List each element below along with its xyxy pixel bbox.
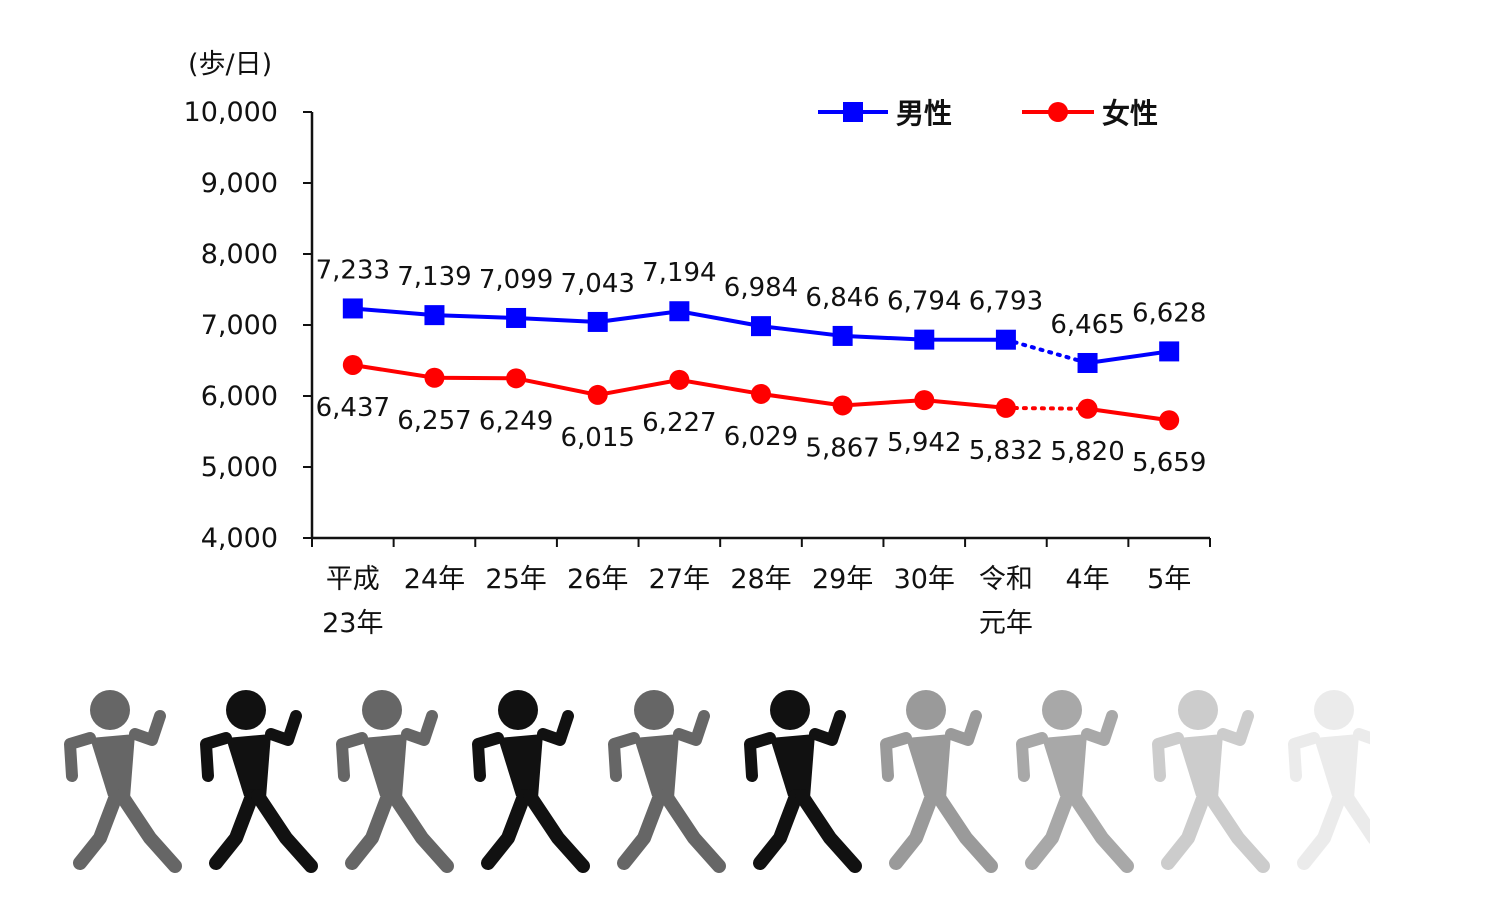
data-label: 6,794: [887, 287, 961, 317]
walking-person-icon: [200, 690, 318, 873]
series-area: 7,233 7,139 7,099 7,043 7,194 6,984 6,846 6,794…: [316, 255, 1207, 478]
y-tick-label: 9,000: [201, 168, 278, 199]
data-label: 5,820: [1050, 437, 1124, 467]
x-tick-label: 4年: [1065, 564, 1109, 595]
y-axis: 4,000 5,000 6,000 7,000 8,000 9,000 10,000: [184, 97, 314, 554]
x-tick-label: 30年: [894, 564, 955, 595]
x-tick-label: 令和: [979, 564, 1033, 595]
data-label: 7,139: [397, 262, 471, 292]
series-line: [1087, 406, 1170, 423]
walking-person-icon: [1288, 690, 1370, 870]
data-point-marker: [506, 368, 527, 389]
legend: 男性 女性: [818, 97, 1158, 130]
data-point-marker: [506, 307, 527, 328]
y-tick-label: 5,000: [201, 452, 278, 483]
x-tick-label: 24年: [404, 564, 465, 595]
data-point-marker: [832, 325, 853, 346]
y-tick-label: 6,000: [201, 381, 278, 412]
legend-label: 男性: [896, 97, 952, 130]
data-label: 6,257: [397, 406, 471, 436]
data-point-marker: [1159, 341, 1180, 362]
data-label: 6,465: [1050, 310, 1124, 340]
data-point-marker: [342, 354, 363, 375]
data-point-marker: [342, 298, 363, 319]
data-point-marker: [669, 369, 690, 390]
data-point-marker: [995, 397, 1016, 418]
data-label: 5,832: [969, 436, 1043, 466]
data-point-marker: [914, 329, 935, 350]
x-tick-label: 27年: [649, 564, 710, 595]
y-tick-label: 4,000: [201, 523, 278, 554]
y-tick-label: 10,000: [184, 97, 278, 128]
data-label: 7,043: [561, 269, 635, 299]
data-label: 5,659: [1132, 448, 1206, 478]
data-label: 6,029: [724, 422, 798, 452]
data-point-marker: [1077, 352, 1098, 373]
data-point-marker: [424, 305, 445, 326]
legend-label: 女性: [1102, 97, 1158, 130]
x-tick-label: 元年: [979, 608, 1033, 639]
x-tick-label: 26年: [567, 564, 628, 595]
data-label: 7,233: [316, 255, 390, 285]
data-point-marker: [1077, 398, 1098, 419]
x-tick-label: 5年: [1147, 564, 1191, 595]
data-point-marker: [587, 311, 608, 332]
x-tick-label: 29年: [812, 564, 873, 595]
series-gap-line: [1003, 337, 1090, 365]
walking-person-icon: [1016, 690, 1134, 873]
data-label: 7,194: [642, 258, 716, 288]
data-point-marker: [587, 384, 608, 405]
walking-person-icon: [608, 690, 726, 873]
line-chart: 4,000 5,000 6,000 7,000 8,000 9,000 10,000 平成 2…: [184, 49, 1211, 639]
data-label: 6,984: [724, 273, 798, 303]
data-label: 6,846: [805, 283, 879, 313]
walking-person-icon: [336, 690, 454, 873]
data-point-marker: [914, 390, 935, 411]
data-point-marker: [424, 367, 445, 388]
data-point-marker: [751, 316, 771, 337]
legend-item: 女性: [1022, 97, 1158, 130]
data-label: 6,015: [561, 423, 635, 453]
data-label: 6,437: [316, 393, 390, 423]
data-point-marker: [751, 383, 771, 404]
series-male: 7,233 7,139 7,099 7,043 7,194 6,984 6,846 6,794…: [316, 255, 1206, 373]
x-tick-label: 23年: [322, 608, 383, 639]
legend-item: 男性: [818, 97, 952, 130]
y-unit-label: (歩/日): [188, 49, 272, 80]
x-tick-label: 25年: [485, 564, 546, 595]
data-label: 6,249: [479, 406, 553, 436]
data-label: 7,099: [479, 265, 553, 295]
y-tick-label: 8,000: [201, 239, 278, 270]
x-tick-label: 平成: [326, 564, 380, 595]
walking-people-decoration: [64, 690, 1370, 873]
legend-marker: [843, 102, 863, 122]
series-gap-line: [1003, 405, 1090, 411]
x-tick-label: 28年: [730, 564, 791, 595]
legend-marker: [1048, 102, 1068, 122]
walking-person-icon: [64, 690, 182, 873]
data-label: 5,942: [887, 428, 961, 458]
walking-person-icon: [880, 690, 998, 873]
data-point-marker: [1159, 410, 1180, 431]
walking-person-icon: [472, 690, 590, 873]
walking-person-icon: [744, 690, 862, 873]
data-label: 5,867: [805, 433, 879, 463]
data-point-marker: [995, 329, 1016, 350]
data-point-marker: [669, 301, 690, 322]
data-label: 6,227: [642, 408, 716, 438]
walking-person-icon: [1152, 690, 1270, 873]
y-tick-label: 7,000: [201, 310, 278, 341]
data-point-marker: [832, 395, 853, 416]
data-label: 6,628: [1132, 298, 1206, 328]
series-line: [1087, 349, 1170, 365]
data-label: 6,793: [969, 287, 1043, 317]
